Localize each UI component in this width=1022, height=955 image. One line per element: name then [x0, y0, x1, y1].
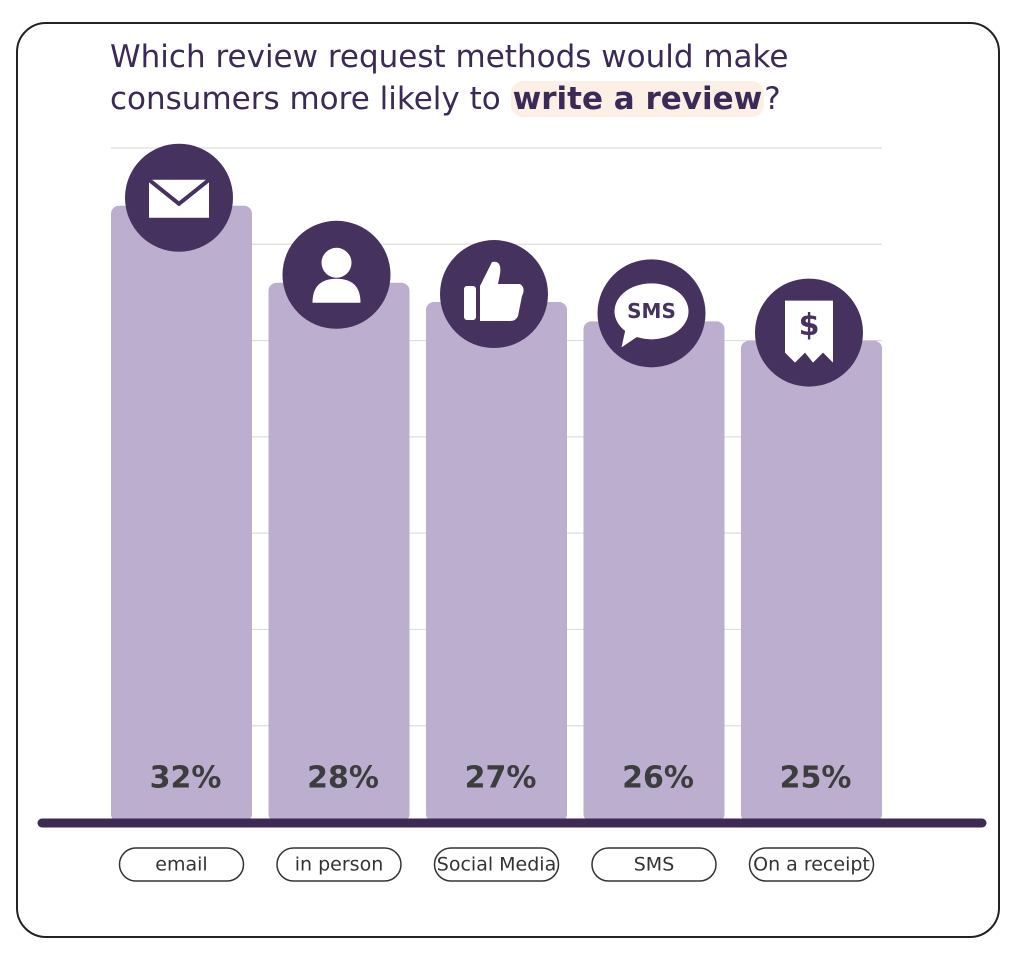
icon-symbol: $: [799, 308, 820, 343]
icon: [312, 278, 361, 303]
card: [16, 22, 1000, 938]
title-line: Which review request methods would make: [110, 39, 789, 75]
bar: [268, 282, 410, 822]
x-tick-label: in person: [295, 854, 384, 876]
category-pill: [118, 847, 245, 882]
icon-group: [125, 143, 233, 252]
icon-group: SMS: [597, 259, 706, 368]
value-label: 26%: [622, 761, 694, 796]
value-label: 25%: [780, 761, 852, 796]
icon-group: [440, 240, 548, 349]
title-end: ?: [764, 81, 781, 117]
category-pill: [748, 847, 875, 882]
category-pill: [276, 847, 402, 882]
value-label: 28%: [307, 761, 379, 796]
title-emphasis: write a review: [510, 81, 765, 117]
x-tick-label: email: [155, 854, 207, 876]
x-tick-label: SMS: [634, 854, 675, 876]
bar: [426, 302, 567, 822]
category-pill: [433, 847, 560, 882]
title-line: consumers more likely to: [110, 81, 501, 117]
icon: [321, 247, 352, 278]
bar: [111, 205, 252, 822]
icon: [614, 283, 689, 340]
bar: [741, 340, 882, 822]
bar: [583, 321, 725, 822]
value-label: 27%: [465, 761, 537, 796]
x-tick-label: On a receipt: [753, 854, 870, 876]
icon-label: SMS: [627, 299, 676, 323]
chart-title: Which review request methods would make …: [110, 36, 788, 120]
icon: [621, 329, 640, 348]
value-label: 32%: [150, 761, 222, 796]
icon-group: $: [755, 278, 863, 387]
icon: [480, 261, 524, 322]
icon: [464, 286, 476, 321]
category-pill: [591, 847, 717, 882]
x-tick-label: Social Media: [437, 854, 556, 876]
icon-group: [282, 220, 391, 329]
title-line: consumers more likely to write a review?: [110, 78, 788, 120]
icon: [785, 300, 833, 363]
icon: [147, 178, 211, 207]
